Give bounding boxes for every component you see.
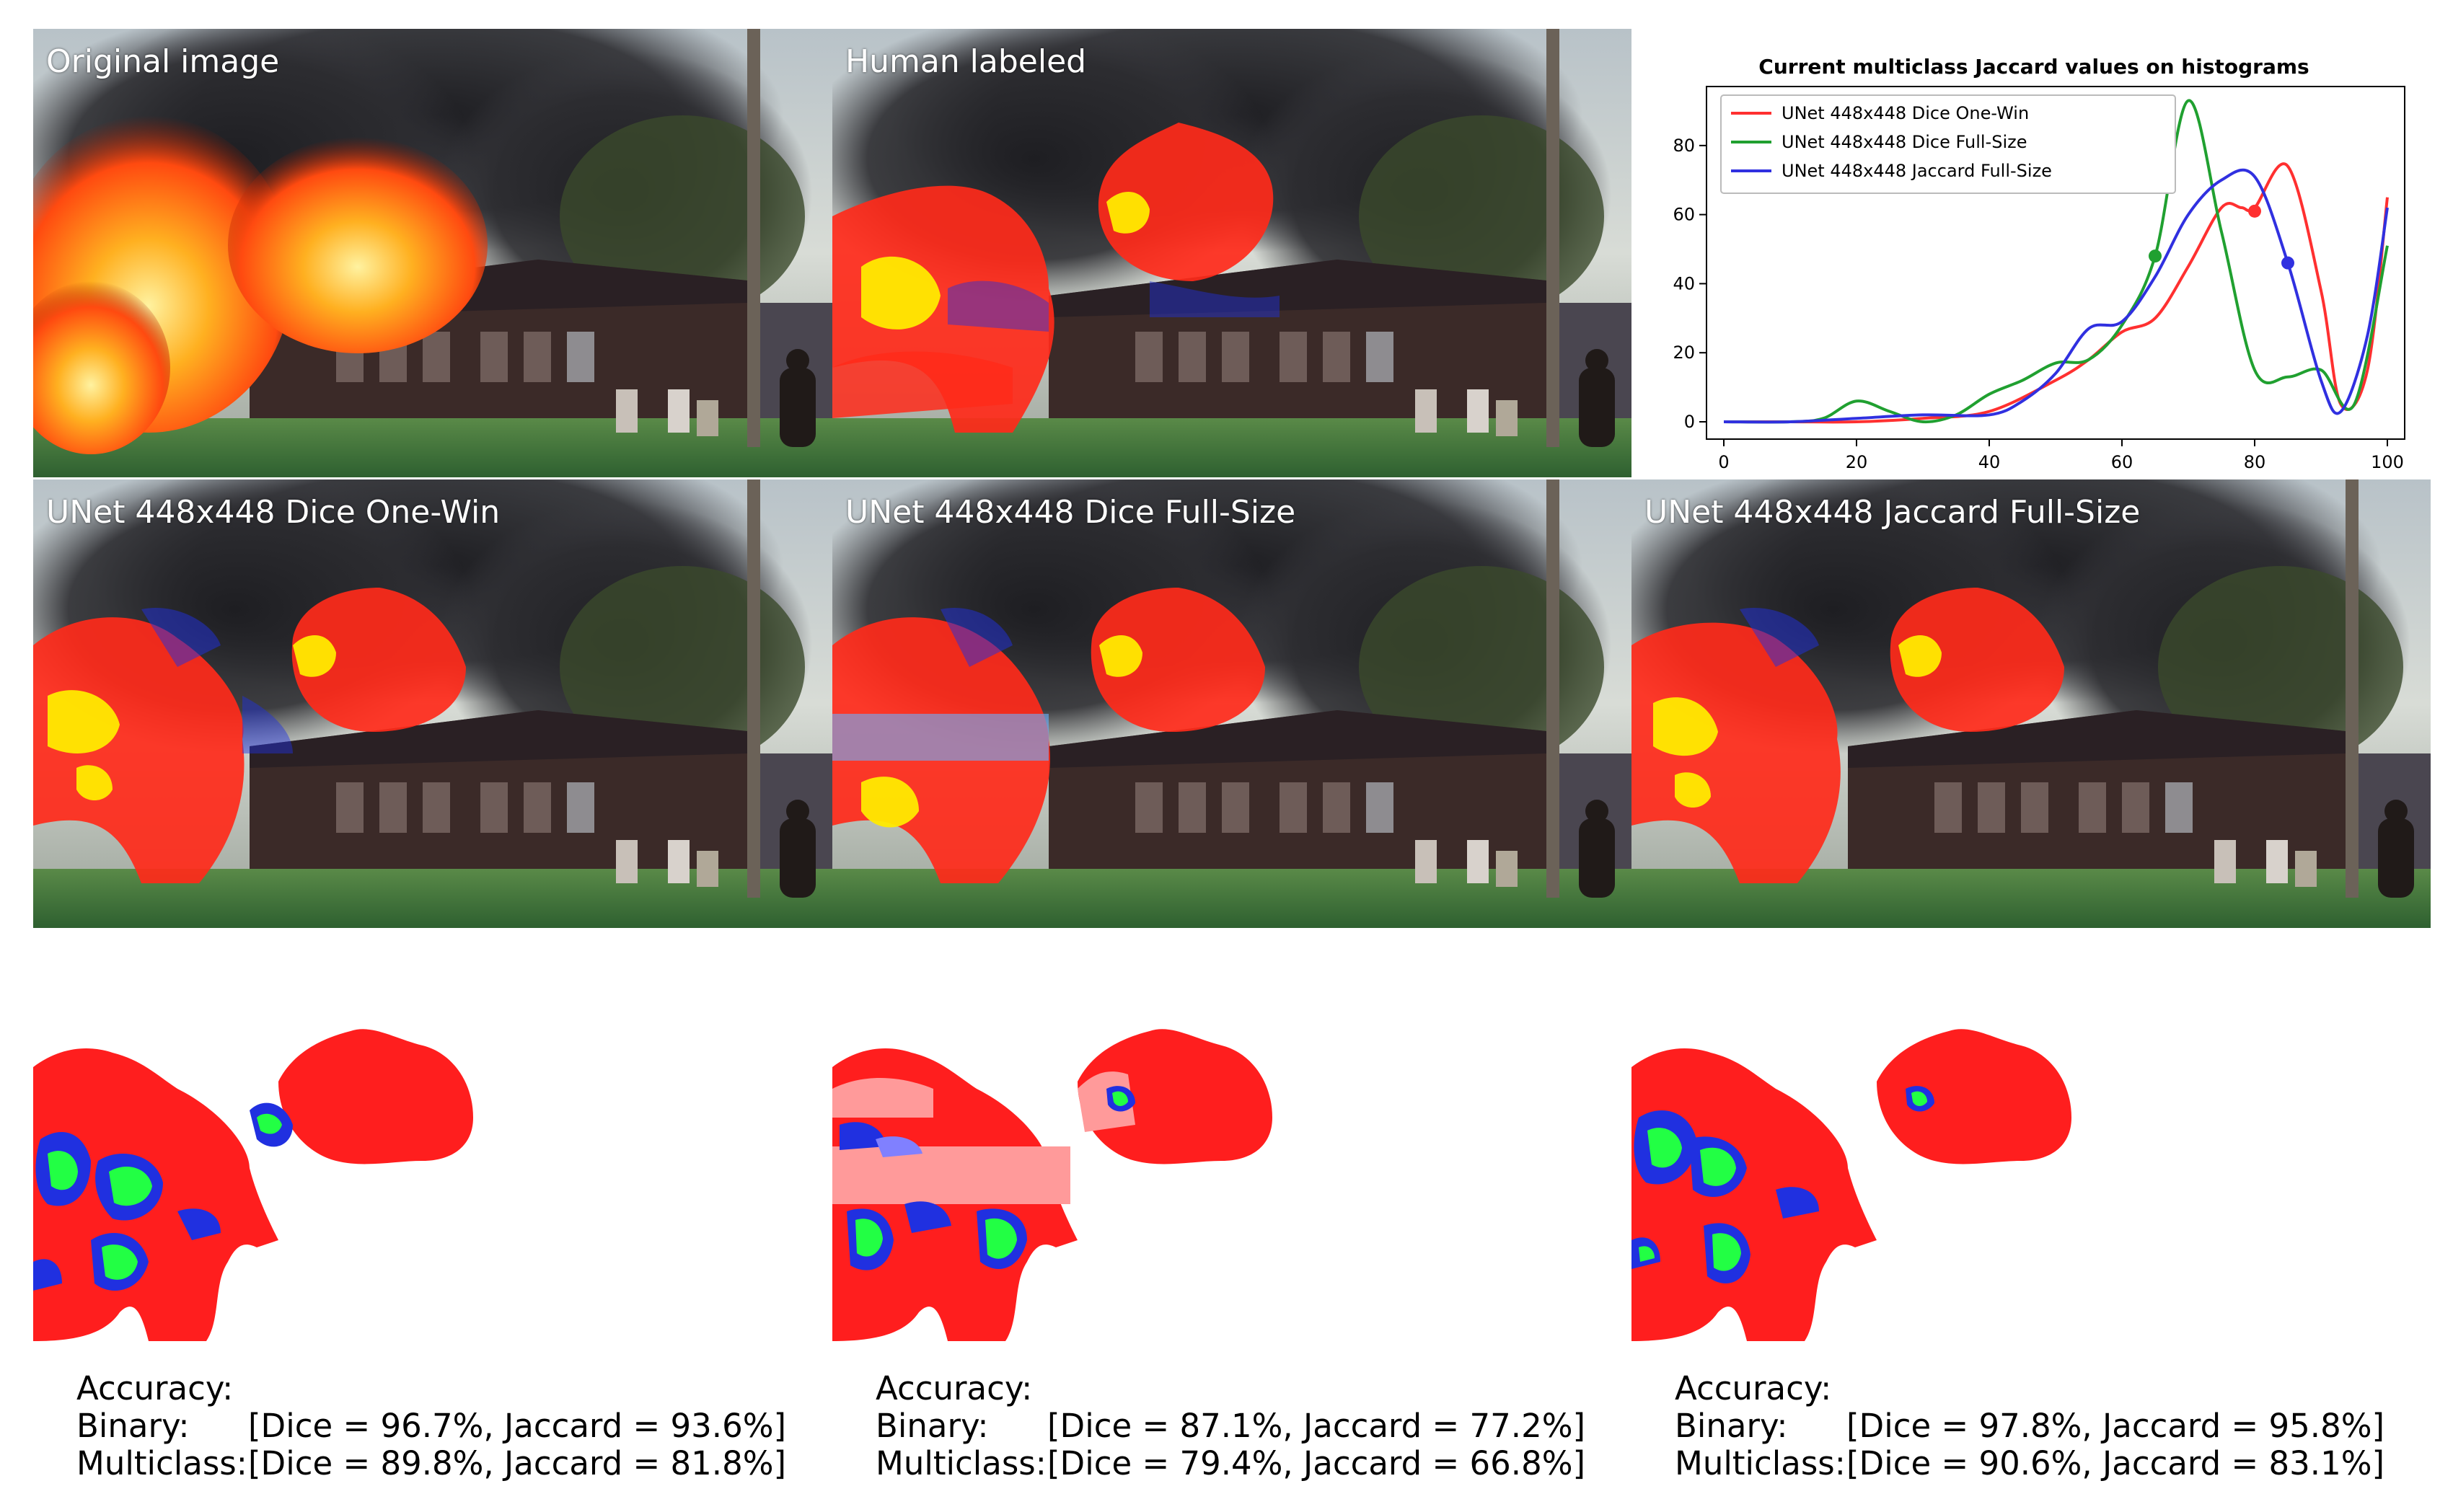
series-marker-2 (2149, 249, 2162, 263)
x-tick-label: 100 (2371, 452, 2404, 472)
accuracy-heading: Accuracy: (876, 1369, 1033, 1407)
y-tick-label: 20 (1673, 342, 1695, 363)
panel-image (1631, 479, 2431, 928)
x-tick-label: 80 (2244, 452, 2266, 472)
y-tick-label: 80 (1673, 136, 1695, 156)
multiclass-scores: [Dice = 90.6%, Jaccard = 83.1%] (1846, 1444, 2385, 1482)
mask-image (33, 1029, 473, 1341)
y-tick-label: 40 (1673, 273, 1695, 293)
series-marker-3 (2281, 256, 2294, 270)
panel-label: UNet 448x448 Dice Full-Size (845, 494, 1296, 531)
image-panel-dice-one-win: UNet 448x448 Dice One-Win (33, 479, 832, 928)
binary-label: Binary: (876, 1407, 989, 1445)
error-mask-dice-one-win (33, 1024, 832, 1356)
chart-frame (1706, 86, 2405, 440)
image-panel-human-labeled: Human labeled (832, 29, 1631, 477)
panel-image (33, 479, 832, 928)
accuracy-block-dice-full-size: Accuracy: Binary: [Dice = 87.1%, Jaccard … (876, 1370, 1585, 1482)
legend-box (1720, 94, 2176, 194)
binary-label: Binary: (1675, 1407, 1788, 1445)
x-tick-label: 20 (1846, 452, 1868, 472)
panel-label: UNet 448x448 Jaccard Full-Size (1644, 494, 2141, 531)
chart-svg: Current multiclass Jaccard values on his… (1673, 55, 2405, 472)
mask-image (832, 1029, 1272, 1341)
series-line-3 (1723, 168, 2389, 424)
series-line-1 (1723, 162, 2389, 424)
jaccard-histogram-chart: Current multiclass Jaccard values on his… (1630, 29, 2453, 477)
multiclass-scores: [Dice = 79.4%, Jaccard = 66.8%] (1047, 1444, 1586, 1482)
accuracy-heading: Accuracy: (1675, 1369, 1832, 1407)
multiclass-label: Multiclass: (1675, 1444, 1846, 1482)
chart-title: Current multiclass Jaccard values on his… (1758, 55, 2309, 79)
multiclass-label: Multiclass: (76, 1444, 247, 1482)
panel-image (33, 29, 832, 477)
binary-scores: [Dice = 97.8%, Jaccard = 95.8%] (1846, 1407, 2385, 1445)
binary-scores: [Dice = 87.1%, Jaccard = 77.2%] (1047, 1407, 1586, 1445)
panel-image (832, 29, 1631, 477)
multiclass-scores: [Dice = 89.8%, Jaccard = 81.8%] (248, 1444, 787, 1482)
accuracy-block-jaccard-full-size: Accuracy: Binary: [Dice = 97.8%, Jaccard … (1675, 1370, 2384, 1482)
mask-image (1631, 1029, 2071, 1341)
y-tick-label: 0 (1684, 412, 1695, 432)
x-tick-label: 40 (1978, 452, 2001, 472)
x-tick-label: 0 (1718, 452, 1729, 472)
image-panel-jaccard-full-size: UNet 448x448 Jaccard Full-Size (1631, 479, 2431, 928)
legend-entry: UNet 448x448 Dice One-Win (1782, 103, 2029, 123)
binary-scores: [Dice = 96.7%, Jaccard = 93.6%] (248, 1407, 787, 1445)
error-mask-dice-full-size (832, 1024, 1631, 1356)
accuracy-block-dice-one-win: Accuracy: Binary: [Dice = 96.7%, Jaccard … (76, 1370, 786, 1482)
series-marker-1 (2248, 204, 2261, 218)
legend-entry: UNet 448x448 Jaccard Full-Size (1782, 161, 2052, 181)
panel-label: Human labeled (845, 43, 1087, 80)
error-mask-jaccard-full-size (1631, 1024, 2431, 1356)
legend-entry: UNet 448x448 Dice Full-Size (1782, 132, 2027, 152)
image-panel-original: Original image (33, 29, 832, 477)
y-tick-label: 60 (1673, 205, 1695, 225)
panel-label: UNet 448x448 Dice One-Win (46, 494, 501, 531)
panel-image (832, 479, 1631, 928)
x-tick-label: 60 (2111, 452, 2133, 472)
image-panel-dice-full-size: UNet 448x448 Dice Full-Size (832, 479, 1631, 928)
panel-label: Original image (46, 43, 280, 80)
accuracy-heading: Accuracy: (76, 1369, 234, 1407)
binary-label: Binary: (76, 1407, 190, 1445)
multiclass-label: Multiclass: (876, 1444, 1047, 1482)
